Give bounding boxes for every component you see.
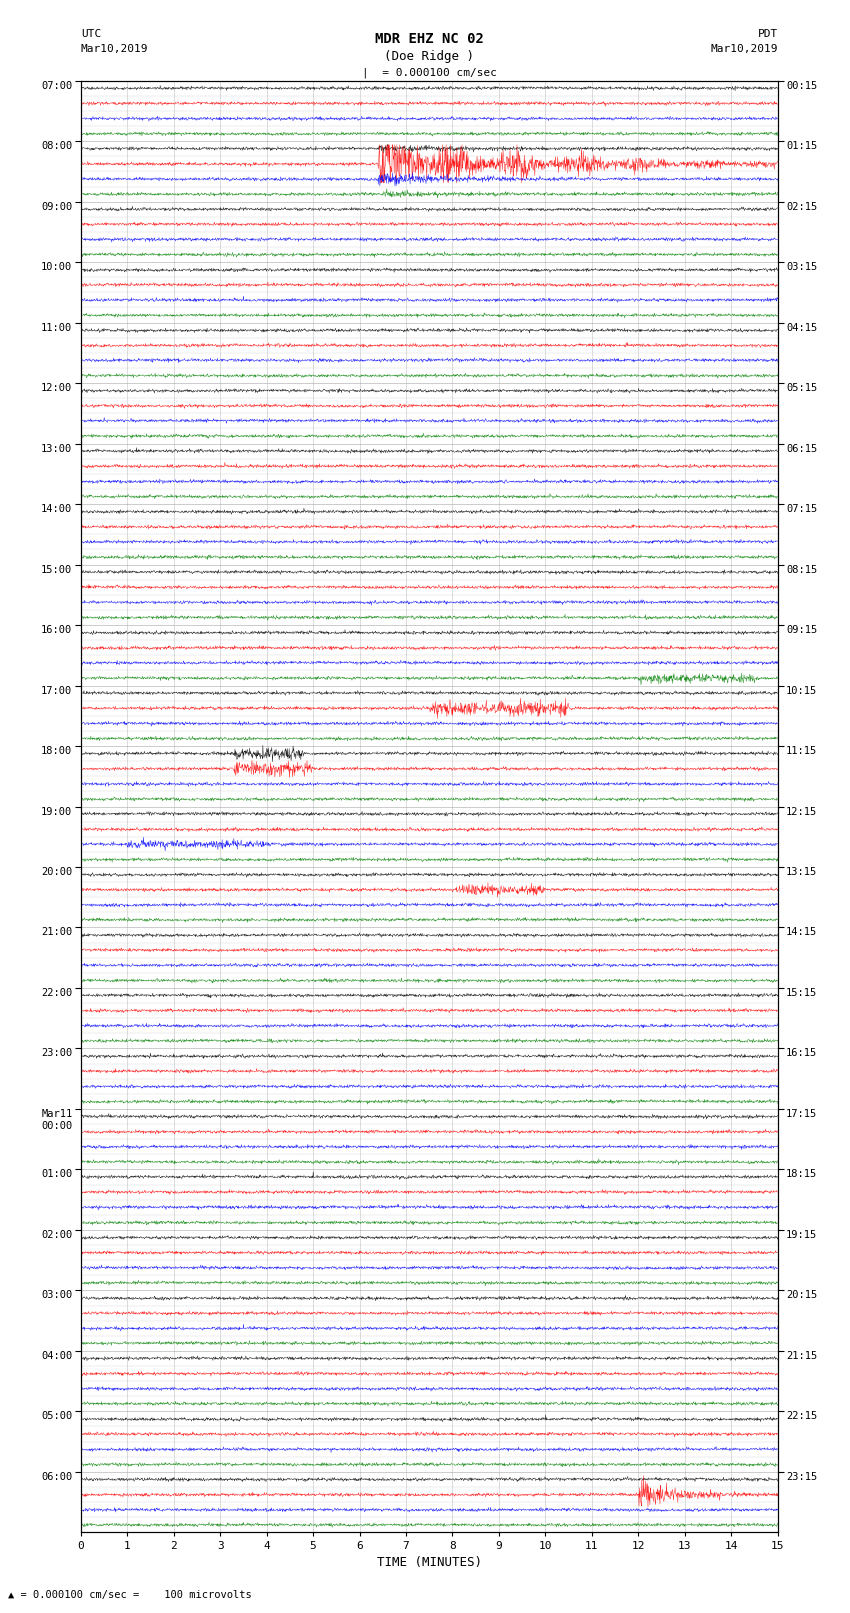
Text: MDR EHZ NC 02: MDR EHZ NC 02 <box>375 32 484 47</box>
Text: Mar10,2019: Mar10,2019 <box>81 44 148 53</box>
Text: (Doe Ridge ): (Doe Ridge ) <box>384 50 474 63</box>
Text: Mar10,2019: Mar10,2019 <box>711 44 778 53</box>
X-axis label: TIME (MINUTES): TIME (MINUTES) <box>377 1555 482 1568</box>
Text: PDT: PDT <box>757 29 778 39</box>
Text: |  = 0.000100 cm/sec: | = 0.000100 cm/sec <box>362 68 496 79</box>
Text: ▲ = 0.000100 cm/sec =    100 microvolts: ▲ = 0.000100 cm/sec = 100 microvolts <box>8 1590 252 1600</box>
Text: UTC: UTC <box>81 29 101 39</box>
